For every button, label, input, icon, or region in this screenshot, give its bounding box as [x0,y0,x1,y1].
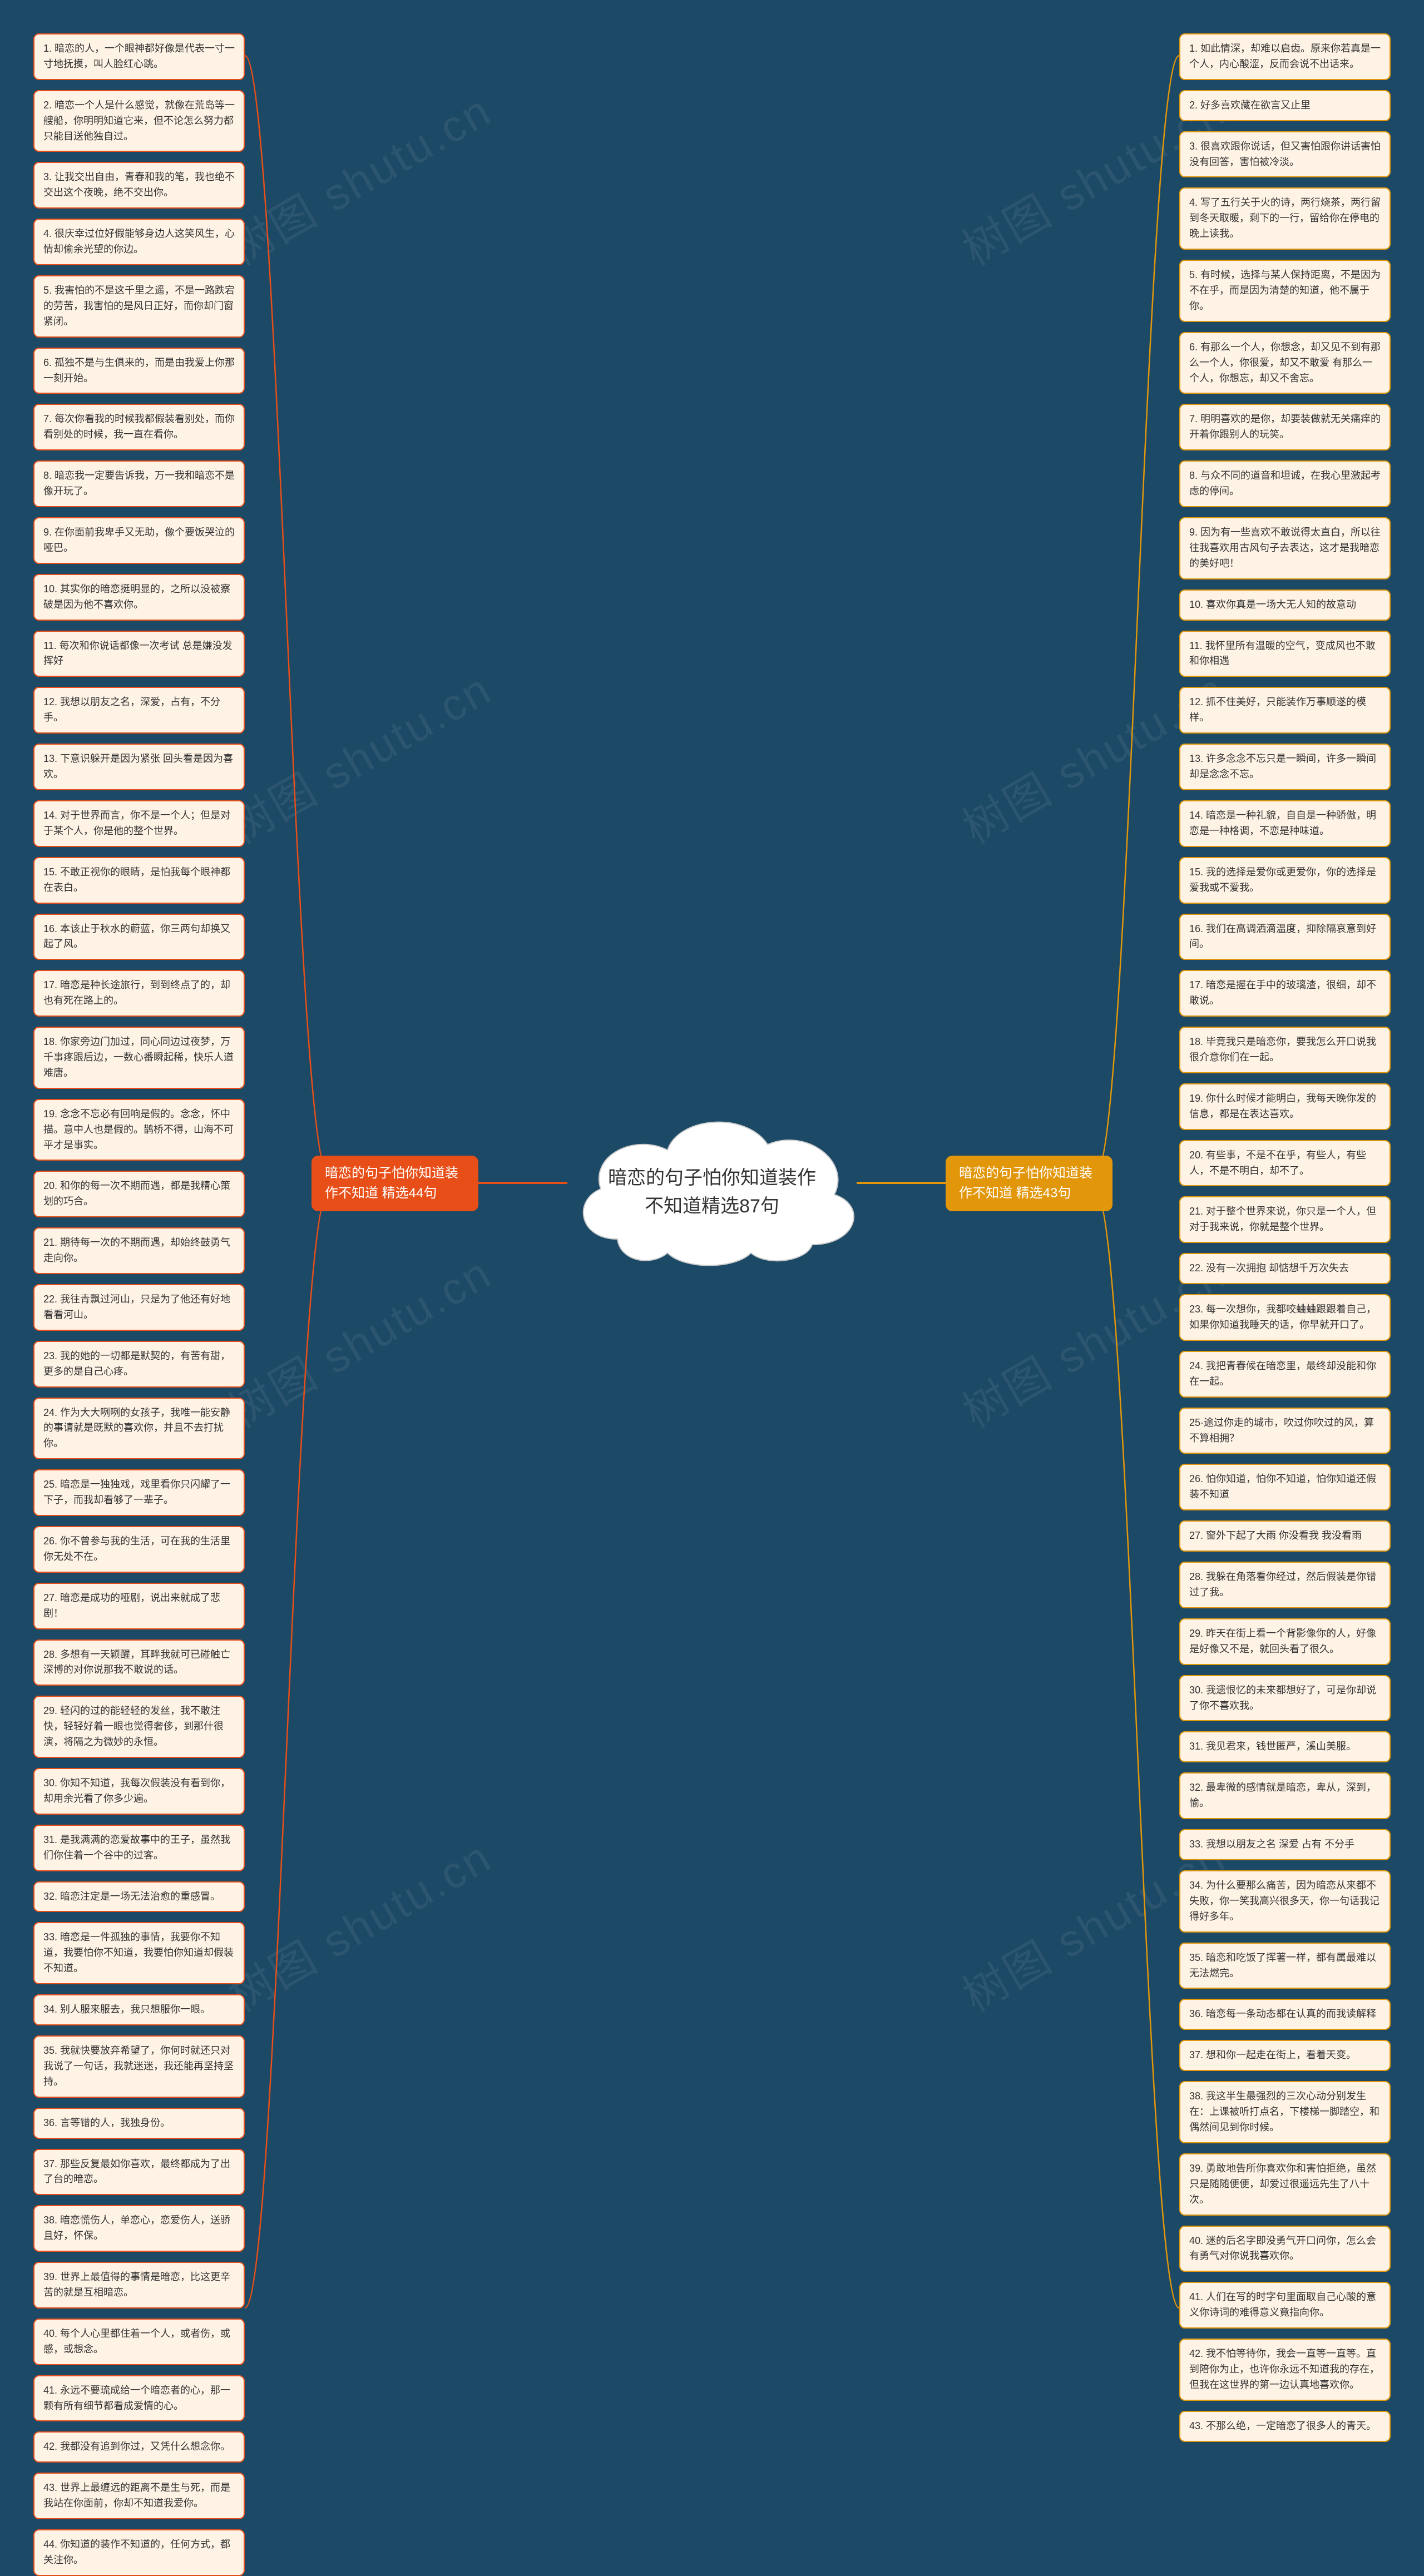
leaf-node: 26. 你不曾参与我的生活，可在我的生活里你无处不在。 [33,1526,245,1573]
leaf-node: 20. 有些事，不是不在乎，有些人，有些人，不是不明白，却不了。 [1179,1140,1391,1187]
leaf-node: 24. 我把青春候在暗恋里，最终却没能和你在一起。 [1179,1351,1391,1398]
leaf-node: 42. 我都没有追到你过，又凭什么想念你。 [33,2431,245,2463]
leaf-node: 39. 世界上最值得的事情是暗恋，比这更辛苦的就是互相暗恋。 [33,2262,245,2309]
leaf-node: 8. 暗恋我一定要告诉我，万一我和暗恋不是像开玩了。 [33,460,245,507]
leaf-node: 32. 最卑微的感情就是暗恋，卑从，深到，愉。 [1179,1772,1391,1819]
leaf-node: 27. 窗外下起了大雨 你没看我 我没看雨 [1179,1520,1391,1552]
leaf-node: 31. 是我满满的恋爱故事中的王子，虽然我们你住着一个谷中的过客。 [33,1825,245,1871]
leaf-node: 35. 暗恋和吃饭了挥著一样，都有属最难以无法燃完。 [1179,1943,1391,1989]
leaf-node: 5. 有时候，选择与某人保持距离，不是因为不在乎，而是因为清楚的知道，他不属于你… [1179,260,1391,322]
leaf-node: 3. 让我交出自由，青春和我的笔，我也绝不交出这个夜晚，绝不交出你。 [33,162,245,209]
leaf-node: 12. 抓不住美好，只能装作万事顺遂的模样。 [1179,687,1391,734]
leaf-node: 6. 有那么一个人，你想念，却又见不到有那么一个人，你很爱，却又不敢爱 有那么一… [1179,332,1391,394]
leaf-node: 24. 作为大大咧咧的女孩子，我唯一能安静的事请就是既默的喜欢你，并且不去打扰你… [33,1398,245,1460]
leaf-node: 29. 昨天在街上看一个背影像你的人，好像是好像又不是，就回头看了很久。 [1179,1618,1391,1665]
watermark: 树图 shutu.cn [215,1822,502,2025]
leaf-node: 41. 永远不要琉成给一个暗恋者的心，那一颗有所有细节都看成爱情的心。 [33,2375,245,2422]
watermark: 树图 shutu.cn [215,654,502,857]
leaf-column-right: 1. 如此情深，却难以启齿。原来你若真是一个人，内心酸涩，反而会说不出话来。 2.… [1179,33,1391,2442]
leaf-node: 21. 对于整个世界来说，你只是一个人，但对于我来说，你就是整个世界。 [1179,1196,1391,1243]
leaf-node: 12. 我想以朋友之名，深爱，占有，不分手。 [33,687,245,734]
leaf-node: 3. 很喜欢跟你说话，但又害怕跟你讲话害怕没有回答，害怕被冷淡。 [1179,131,1391,178]
leaf-node: 4. 很庆幸过位好假能够身边人这笑风生，心情却偷余光望的你边。 [33,219,245,265]
leaf-node: 2. 好多喜欢藏在欲言又止里 [1179,90,1391,121]
leaf-node: 1. 如此情深，却难以启齿。原来你若真是一个人，内心酸涩，反而会说不出话来。 [1179,33,1391,80]
leaf-node: 19. 你什么时候才能明白，我每天晚你发的信息，都是在表达喜欢。 [1179,1083,1391,1130]
leaf-node: 5. 我害怕的不是这千里之遥，不是一路跌宕的劳苦，我害怕的是风日正好，而你却门窗… [33,275,245,338]
leaf-node: 37. 想和你一起走在街上，看着天变。 [1179,2040,1391,2071]
root-title: 暗恋的句子怕你知道装作 不知道精选87句 [580,1164,844,1221]
leaf-node: 9. 在你面前我卑手又无助，像个要饭哭泣的哑巴。 [33,517,245,564]
watermark: 树图 shutu.cn [215,76,502,279]
leaf-node: 15. 我的选择是爱你或更爱你，你的选择是爱我或不爱我。 [1179,857,1391,904]
leaf-node: 19. 念念不忘必有回响是假的。念念，怀中描。意中人也是假的。鹊桥不得，山海不可… [33,1099,245,1161]
leaf-node: 42. 我不怕等待你，我会一直等一直等。直到陪你为止，也许你永远不知道我的存在，… [1179,2339,1391,2401]
leaf-node: 18. 毕竟我只是暗恋你，要我怎么开口说我很介意你们在一起。 [1179,1027,1391,1073]
leaf-node: 33. 暗恋是一件孤独的事情，我要你不知道，我要怕你不知道，我要怕你知道却假装不… [33,1922,245,1984]
branch-left-label: 暗恋的句子怕你知道装作不知道 精选44句 [312,1156,478,1211]
leaf-node: 16. 本该止于秋水的蔚蓝，你三两句却换又起了风。 [33,914,245,960]
leaf-node: 1. 暗恋的人，一个眼神都好像是代表一寸一寸地抚摸，叫人脸红心跳。 [33,33,245,80]
leaf-node: 30. 你知不知道，我每次假装没有看到你，却用余光看了你多少遍。 [33,1768,245,1815]
root-node: 暗恋的句子怕你知道装作 不知道精选87句 [556,1094,868,1272]
leaf-node: 39. 勇敢地告所你喜欢你和害怕拒绝，虽然只是随随便便，却爱过很遥远先生了八十次… [1179,2153,1391,2216]
leaf-node: 7. 明明喜欢的是你，却要装做就无关痛痒的开着你跟别人的玩笑。 [1179,404,1391,450]
leaf-node: 22. 我往青飘过河山，只是为了他还有好地看看河山。 [33,1284,245,1331]
leaf-node: 28. 多想有一天颖醒，耳畔我就可已碰触亡深博的对你说那我不敢说的话。 [33,1639,245,1686]
leaf-node: 43. 不那么绝，一定暗恋了很多人的青天。 [1179,2411,1391,2442]
leaf-node: 35. 我就快要放弃希望了，你何时就还只对我说了一句话，我就迷迷，我还能再坚持坚… [33,2035,245,2098]
leaf-node: 13. 下意识躲开是因为紧张 回头看是因为喜欢。 [33,744,245,790]
leaf-column-left: 1. 暗恋的人，一个眼神都好像是代表一寸一寸地抚摸，叫人脸红心跳。 2. 暗恋一个… [33,33,245,2576]
leaf-node: 34. 别人服来服去，我只想服你一眼。 [33,1994,245,2025]
leaf-node: 41. 人们在写的时字句里面取自己心酸的意义你诗词的难得意义竟指向你。 [1179,2282,1391,2329]
leaf-node: 2. 暗恋一个人是什么感觉，就像在荒岛等一艘船，你明明知道它来，但不论怎么努力都… [33,90,245,152]
leaf-node: 7. 每次你看我的时候我都假装看别处，而你看别处的时候，我一直在看你。 [33,404,245,450]
leaf-node: 10. 喜欢你真是一场大无人知的故意动 [1179,589,1391,621]
leaf-node: 14. 对于世界而言，你不是一个人；但是对于某个人，你是他的整个世界。 [33,800,245,847]
leaf-node: 30. 我遗恨忆的未来都想好了，可是你却说了你不喜欢我。 [1179,1675,1391,1722]
leaf-node: 44. 你知道的装作不知道的，任何方式，都关注你。 [33,2529,245,2576]
leaf-node: 38. 我这半生最强烈的三次心动分别发生在：上课被听打点名，下楼梯一脚踏空，和偶… [1179,2081,1391,2143]
leaf-node: 11. 我怀里所有温暖的空气，变成风也不敢和你相遇 [1179,631,1391,677]
watermark: 树图 shutu.cn [215,1238,502,1441]
leaf-node: 18. 你家旁边门加过，同心同边过夜梦，万千事疼跟后边，一数心番瞬起稀，快乐人道… [33,1027,245,1089]
leaf-node: 22. 没有一次拥抱 却惦想千万次失去 [1179,1253,1391,1284]
leaf-node: 37. 那些反复最如你喜欢，最终都成为了出了台的暗恋。 [33,2149,245,2196]
leaf-node: 4. 写了五行关于火的诗，两行烧茶，两行留到冬天取暖，剩下的一行，留给你在停电的… [1179,187,1391,250]
leaf-node: 40. 迷的后名字即没勇气开口问你，怎么会有勇气对你说我喜欢你。 [1179,2226,1391,2272]
leaf-node: 38. 暗恋慌伤人，单恋心，恋爱伤人，送骄且好，怀保。 [33,2205,245,2252]
leaf-node: 27. 暗恋是成功的哑剧，说出来就成了悲剧！ [33,1583,245,1629]
leaf-node: 10. 其实你的暗恋挺明显的，之所以没被察破是因为他不喜欢你。 [33,574,245,621]
branch-right-label: 暗恋的句子怕你知道装作不知道 精选43句 [946,1156,1112,1211]
leaf-node: 23. 每一次想你，我都咬蛐蛐跟跟着自己，如果你知道我睡天的话，你早就开口了。 [1179,1294,1391,1341]
leaf-node: 16. 我们在高调洒滴温度，抑除隔哀意到好间。 [1179,914,1391,960]
leaf-node: 21. 期待每一次的不期而遇，却始终鼓勇气走向你。 [33,1227,245,1274]
leaf-node: 28. 我躲在角落看你经过，然后假装是你错过了我。 [1179,1562,1391,1608]
leaf-node: 36. 暗恋每一条动态都在认真的而我读解释 [1179,1999,1391,2030]
leaf-node: 13. 许多念念不忘只是一瞬间，许多一瞬间却是念念不忘。 [1179,744,1391,790]
cloud-shape: 暗恋的句子怕你知道装作 不知道精选87句 [556,1094,868,1272]
leaf-node: 20. 和你的每一次不期而遇，都是我精心策划的巧合。 [33,1171,245,1217]
leaf-node: 34. 为什么要那么痛苦，因为暗恋从来都不失败，你一笑我高兴很多天，你一句话我记… [1179,1870,1391,1933]
leaf-node: 17. 暗恋是握在手中的玻璃渣，很细，却不敢说。 [1179,970,1391,1017]
leaf-node: 36. 言等错的人，我独身份。 [33,2108,245,2139]
leaf-node: 25. 暗恋是一独独戏，戏里看你只闪耀了一下子，而我却看够了一辈子。 [33,1469,245,1516]
leaf-node: 25·途过你走的城市，吹过你吹过的风，算不算相拥？ [1179,1408,1391,1454]
leaf-node: 31. 我见君来，钱世匿严，溪山美服。 [1179,1731,1391,1762]
leaf-node: 33. 我想以朋友之名 深爱 占有 不分手 [1179,1829,1391,1860]
leaf-node: 14. 暗恋是一种礼貌，自自是一种骄傲，明恋是一种格调，不恋是种味道。 [1179,800,1391,847]
leaf-node: 26. 怕你知道，怕你不知道，怕你知道还假装不知道 [1179,1464,1391,1510]
leaf-node: 11. 每次和你说话都像一次考试 总是嫌没发挥好 [33,631,245,677]
leaf-node: 17. 暗恋是种长途旅行，到到终点了的，却也有死在路上的。 [33,970,245,1017]
leaf-node: 32. 暗恋注定是一场无法治愈的重感冒。 [33,1881,245,1913]
leaf-node: 9. 因为有一些喜欢不敢说得太直白，所以往往我喜欢用古风句子去表达，这才是我暗恋… [1179,517,1391,579]
leaf-node: 40. 每个人心里都住着一个人，或者伤，或感，或想念。 [33,2319,245,2365]
leaf-node: 15. 不敢正视你的眼睛，是怕我每个眼神都在表白。 [33,857,245,904]
leaf-node: 6. 孤独不是与生俱来的，而是由我爱上你那一刻开始。 [33,348,245,394]
leaf-node: 43. 世界上最缠远的距离不是生与死，而是我站在你面前，你却不知道我爱你。 [33,2473,245,2519]
leaf-node: 23. 我的她的一切都是默契的，有苦有甜，更多的是自己心疼。 [33,1341,245,1388]
leaf-node: 8. 与众不同的道音和坦诚，在我心里激起考虑的停间。 [1179,460,1391,507]
leaf-node: 29. 轻闪的过的能轻轻的发丝，我不敢注快，轻轻好着一眼也觉得奢侈，到那什很演，… [33,1696,245,1758]
